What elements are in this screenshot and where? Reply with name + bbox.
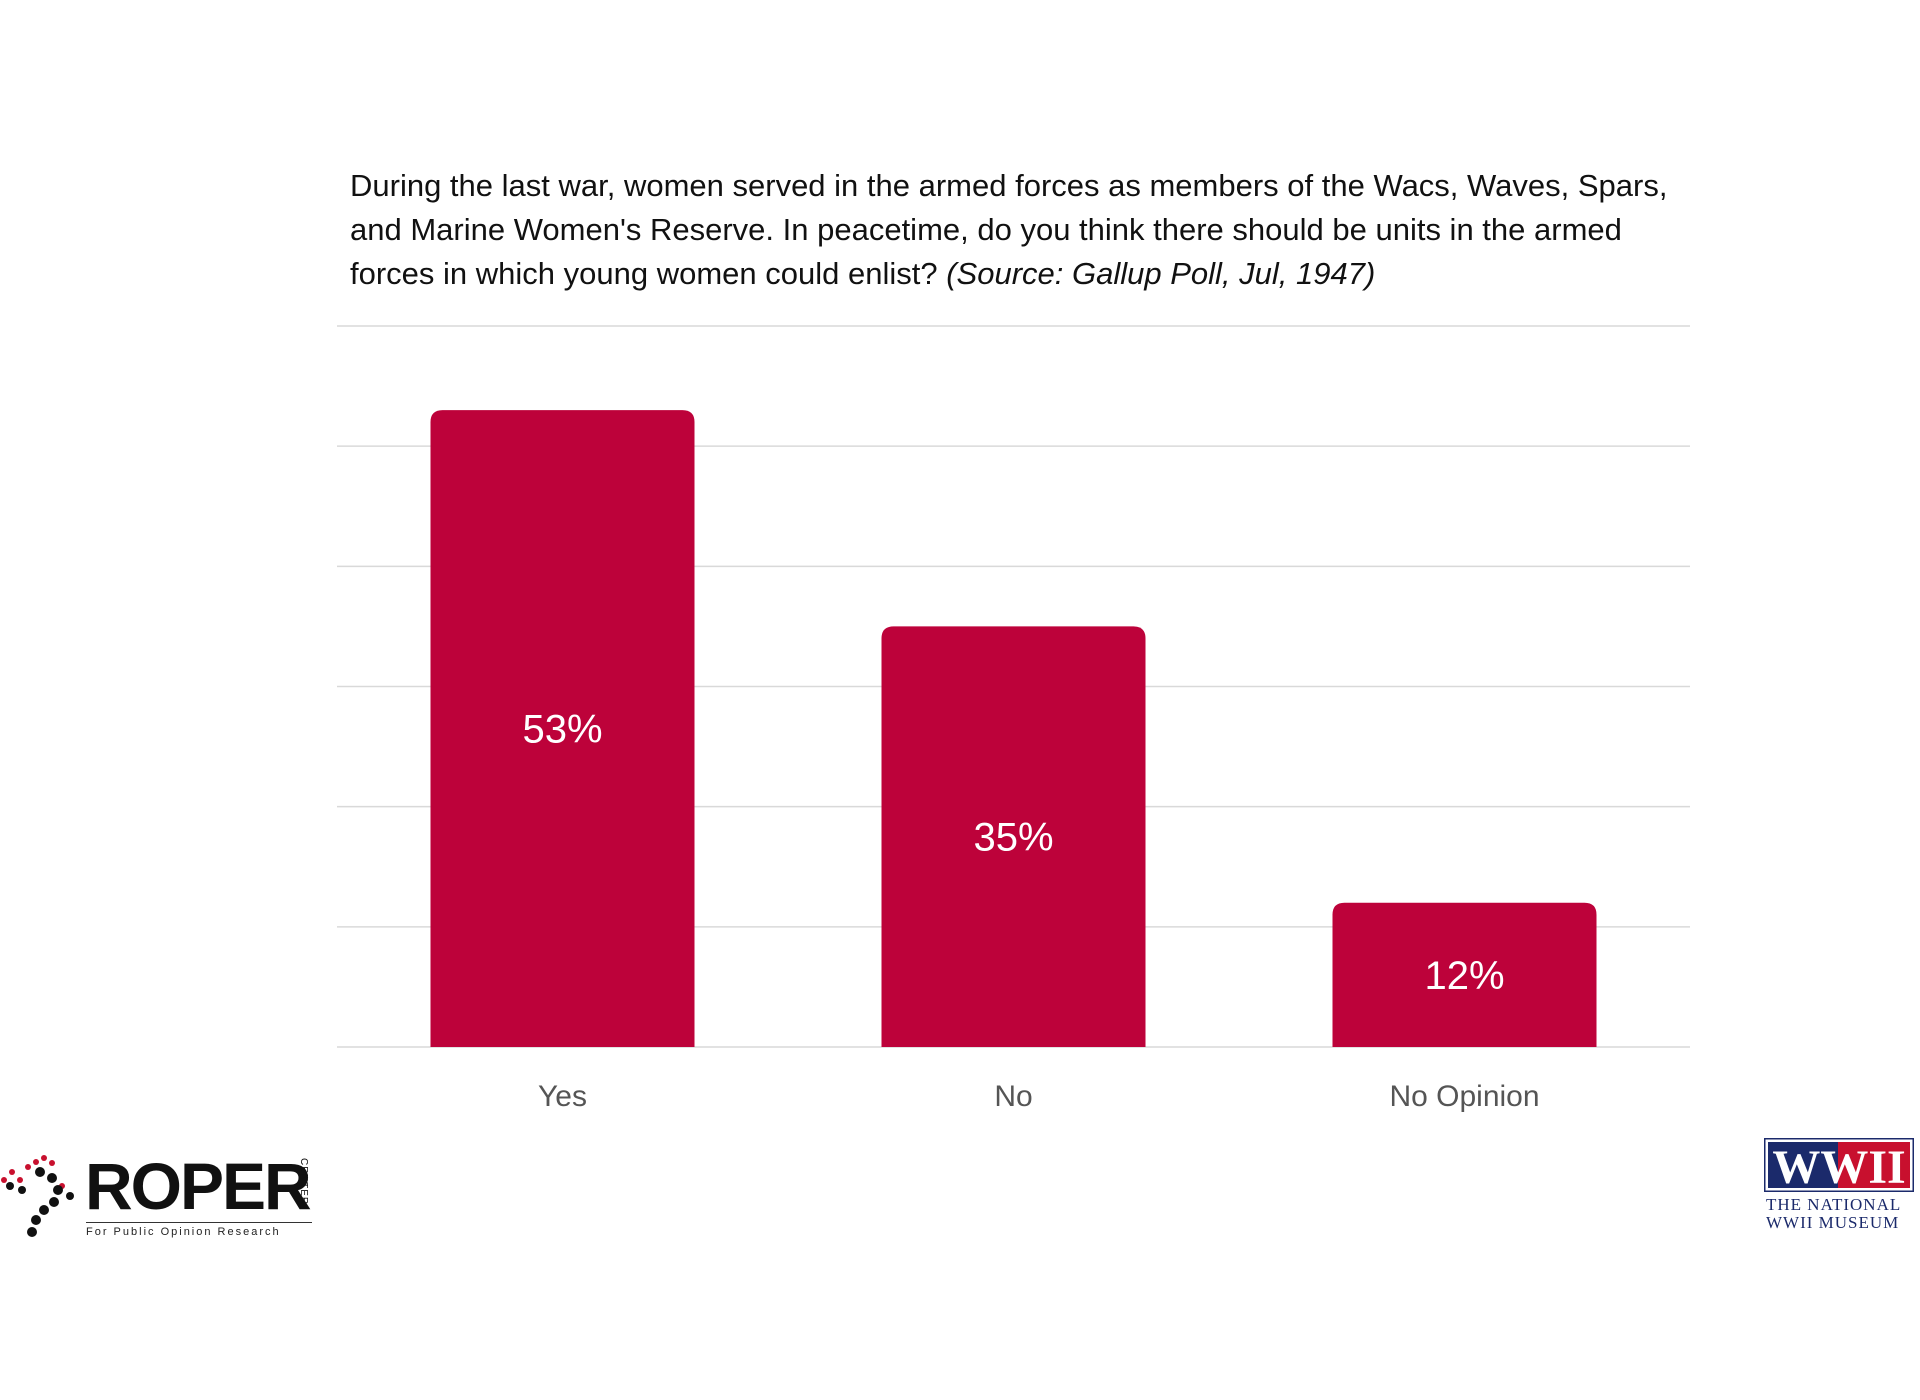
roper-tagline: For Public Opinion Research xyxy=(86,1226,281,1238)
category-label: No xyxy=(994,1080,1032,1113)
data-label: 35% xyxy=(973,816,1053,860)
museum-name-line1: THE NATIONAL xyxy=(1766,1195,1902,1214)
source-note: (Source: Gallup Poll, Jul, 1947) xyxy=(946,256,1376,291)
bar-no-opinion xyxy=(1332,902,1597,1047)
wwii-badge-text: WWII xyxy=(1772,1141,1905,1192)
category-label: No Opinion xyxy=(1389,1080,1539,1113)
question-text: During the last war, women served in the… xyxy=(350,168,1668,291)
roper-center-text: CENTER xyxy=(298,1158,309,1206)
wwii-museum-logo: WWII THE NATIONAL WWII MUSEUM xyxy=(1762,1138,1920,1238)
category-label: Yes xyxy=(538,1080,587,1113)
museum-name: THE NATIONAL WWII MUSEUM xyxy=(1766,1196,1901,1232)
data-label: 12% xyxy=(1424,954,1504,998)
data-label: 53% xyxy=(522,708,602,752)
museum-name-line2: WWII MUSEUM xyxy=(1766,1213,1900,1232)
roper-dots-icon xyxy=(1,1155,74,1237)
roper-divider xyxy=(86,1222,312,1223)
chart-title: During the last war, women served in the… xyxy=(350,164,1710,296)
bar-no xyxy=(881,626,1146,1047)
wwii-badge-icon: WWII xyxy=(1764,1138,1914,1192)
roper-center-logo: ROPER CENTER For Public Opinion Research xyxy=(0,1150,320,1240)
roper-wordmark: ROPER xyxy=(85,1149,312,1223)
bar-yes xyxy=(430,410,695,1047)
